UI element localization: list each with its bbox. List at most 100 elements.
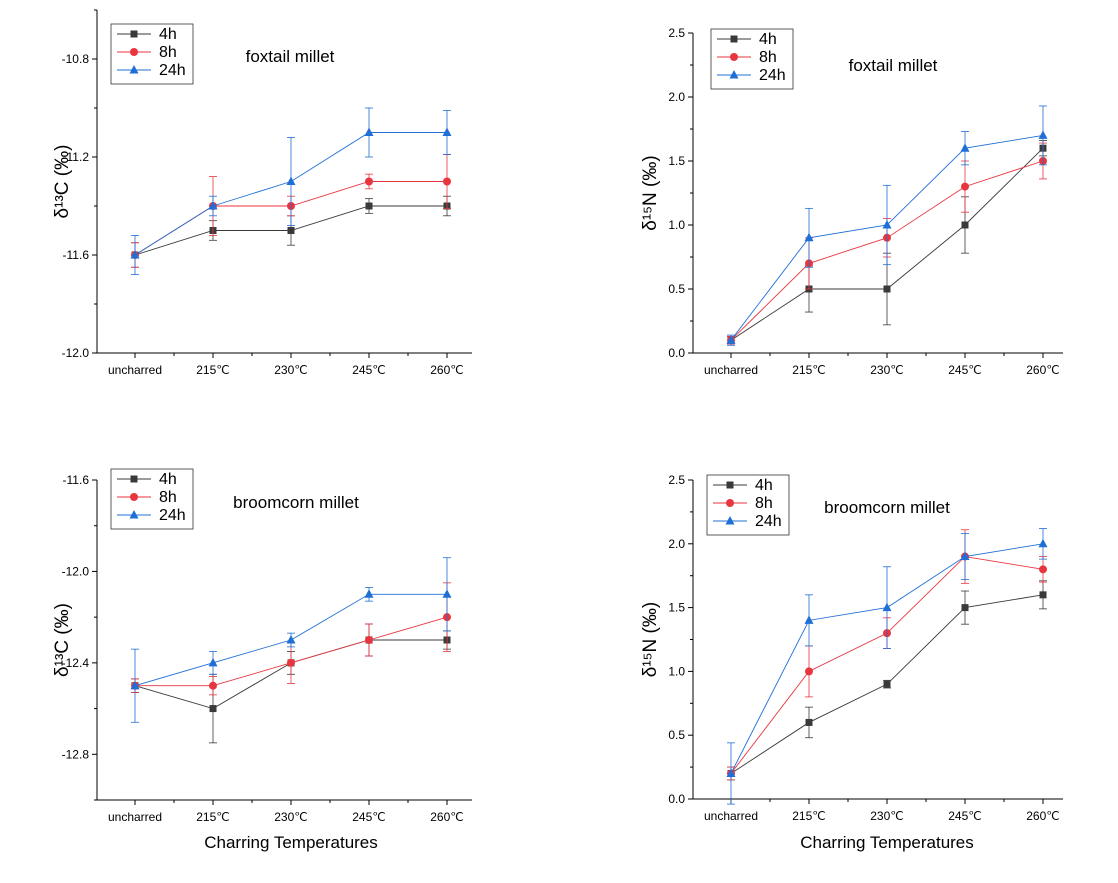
x-tick-label: 245℃ xyxy=(352,810,386,824)
data-point xyxy=(208,657,218,667)
data-point xyxy=(209,705,217,713)
panel-foxtail-d15n: 0.0 0.5 1.0 1.5 2.0 2.5 uncharred 215℃ 230℃ 245℃ 2… xyxy=(640,26,1063,377)
x-tick-label: 230℃ xyxy=(870,363,904,377)
data-point xyxy=(365,636,373,644)
data-point xyxy=(287,658,295,667)
x-tick-label: 215℃ xyxy=(196,810,230,824)
data-point xyxy=(365,202,373,210)
y-tick-label: -11.6 xyxy=(63,248,90,262)
data-point xyxy=(882,602,892,612)
legend-label: 8h xyxy=(159,489,177,506)
data-point xyxy=(960,551,970,561)
y-tick-label: 0.5 xyxy=(668,282,685,296)
series-4h xyxy=(727,580,1047,781)
data-point xyxy=(961,182,969,191)
y-axis-label: δ¹³C (‰) xyxy=(52,145,73,219)
y-tick-label: 2.0 xyxy=(668,537,685,551)
legend-marker xyxy=(726,499,734,507)
y-tick-label: 0.5 xyxy=(668,728,685,742)
legend-marker xyxy=(726,481,734,489)
data-point xyxy=(805,718,813,726)
series-24h xyxy=(726,528,1048,805)
x-tick-label: 245℃ xyxy=(948,809,982,823)
x-tick-label: uncharred xyxy=(704,363,758,377)
data-point xyxy=(1038,130,1048,139)
chart-title: foxtail millet xyxy=(849,56,938,75)
data-point xyxy=(442,127,452,136)
legend-marker xyxy=(130,48,138,56)
data-point xyxy=(209,681,217,690)
x-tick-label: 245℃ xyxy=(948,363,982,377)
y-tick-label: -12.0 xyxy=(62,564,90,578)
data-point xyxy=(1038,538,1048,548)
legend-marker xyxy=(130,475,138,483)
y-tick-label: 2.0 xyxy=(668,90,685,104)
data-point xyxy=(287,227,295,234)
panel-foxtail-d13c: -12.0 -11.6 -11.2 -10.8 uncharred 215℃ 230℃ 245… xyxy=(52,9,472,377)
data-point xyxy=(804,615,814,624)
data-point xyxy=(364,127,374,136)
legend-label: 4h xyxy=(159,26,177,43)
x-tick-label: 215℃ xyxy=(196,363,230,377)
y-tick-label: 2.5 xyxy=(668,26,685,40)
data-point xyxy=(443,177,451,186)
chart-title: broomcorn millet xyxy=(824,498,950,517)
x-axis-label-left: Charring Temperatures xyxy=(204,833,378,852)
legend-label: 8h xyxy=(755,495,773,512)
chart-title: foxtail millet xyxy=(246,47,335,66)
legend-marker xyxy=(730,53,738,61)
data-point xyxy=(286,635,296,644)
x-tick-label: 215℃ xyxy=(792,809,826,823)
y-tick-label: -12.8 xyxy=(62,747,90,761)
legend-marker xyxy=(129,65,139,74)
x-axis-label-right: Charring Temperatures xyxy=(800,833,974,852)
legend-marker xyxy=(730,35,738,43)
data-point xyxy=(1039,591,1047,599)
y-tick-label: 2.5 xyxy=(668,473,685,487)
legend-label: 4h xyxy=(755,477,773,494)
legend-marker xyxy=(729,70,739,79)
legend-label: 4h xyxy=(759,31,777,48)
y-axis-label: δ¹⁵N (‰) xyxy=(640,602,661,677)
legend-marker xyxy=(129,510,139,519)
legend-marker xyxy=(725,516,735,525)
y-tick-label: 1.0 xyxy=(668,218,685,232)
chart-title: broomcorn millet xyxy=(233,493,359,512)
data-point xyxy=(961,221,969,229)
y-tick-label: 1.5 xyxy=(668,154,685,168)
data-point xyxy=(961,604,969,612)
data-point xyxy=(130,680,140,690)
x-tick-label: 230℃ xyxy=(274,810,308,824)
x-tick-label: 245℃ xyxy=(352,363,386,377)
x-tick-label: 230℃ xyxy=(870,809,904,823)
data-point xyxy=(442,589,452,598)
x-tick-label: uncharred xyxy=(108,363,162,377)
legend-label: 8h xyxy=(759,49,777,66)
legend-label: 24h xyxy=(759,67,786,84)
data-point xyxy=(805,667,813,676)
y-tick-label: -11.2 xyxy=(63,150,90,164)
x-tick-label: 260℃ xyxy=(430,363,464,377)
data-point xyxy=(208,201,218,210)
y-tick-label: -11.6 xyxy=(63,473,90,487)
y-tick-label: 0.0 xyxy=(668,792,685,806)
x-tick-label: uncharred xyxy=(108,810,162,824)
data-point xyxy=(1039,565,1047,574)
panel-broomcorn-d13c: -12.8 -12.4 -12.0 -11.6 uncharred 215℃ 230℃ 245… xyxy=(52,468,472,824)
y-axis-label: δ¹⁵N (‰) xyxy=(640,155,661,230)
data-point xyxy=(130,250,140,259)
y-axis-label: δ¹³C (‰) xyxy=(52,603,73,677)
y-tick-label: 0.0 xyxy=(668,346,685,360)
data-point xyxy=(726,335,736,344)
y-tick-label: 1.5 xyxy=(668,601,685,615)
data-point xyxy=(883,680,891,688)
legend-label: 8h xyxy=(159,44,177,61)
data-point xyxy=(365,177,373,186)
y-tick-label: -10.8 xyxy=(62,52,90,66)
panel-broomcorn-d15n: 0.0 0.5 1.0 1.5 2.0 2.5 uncharred 215℃ 230℃ 245℃ 2… xyxy=(640,473,1063,823)
series-24h xyxy=(726,105,1048,346)
